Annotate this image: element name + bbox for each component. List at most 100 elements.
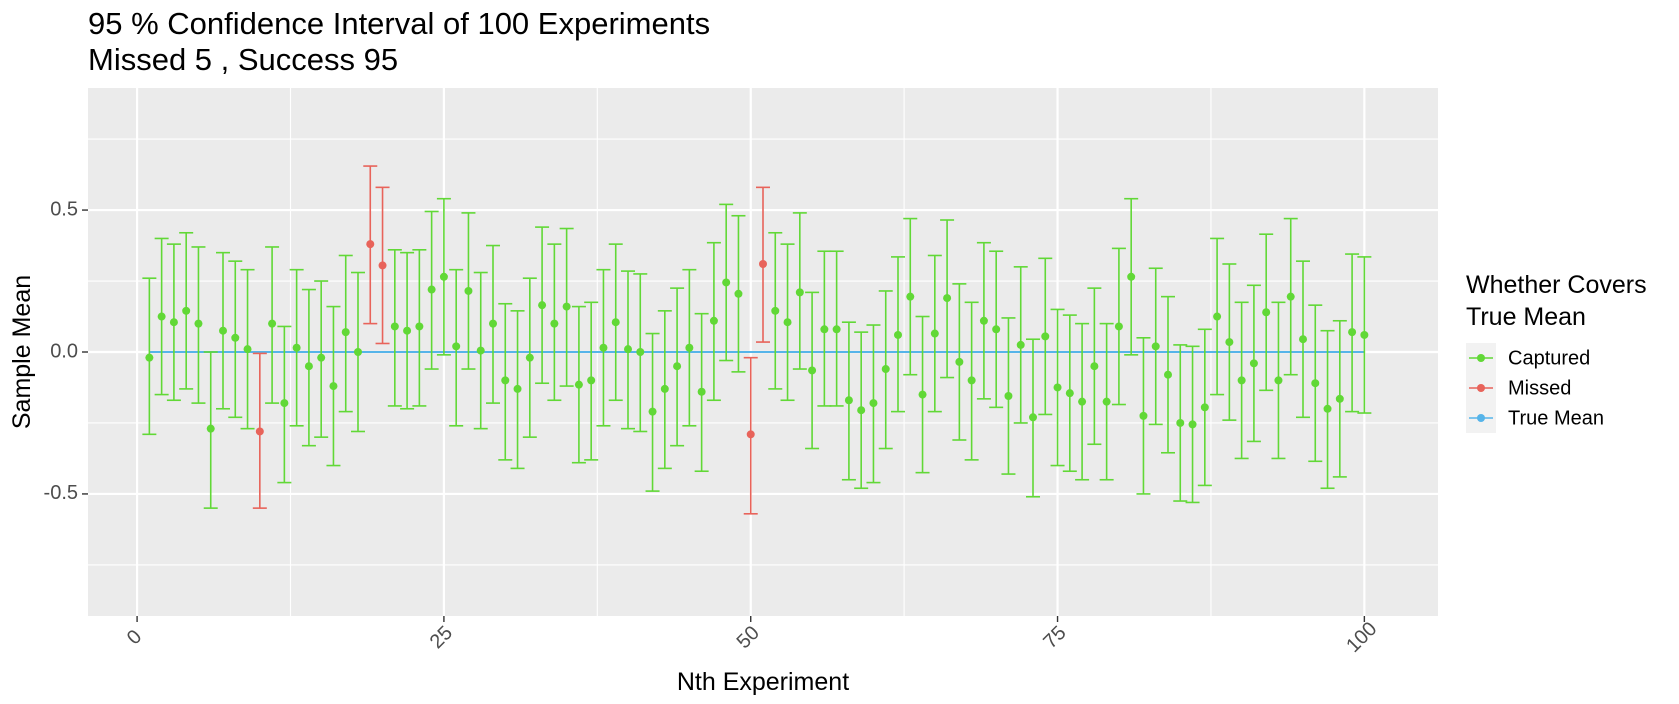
sample-mean-point-captured	[329, 382, 338, 391]
sample-mean-point-captured	[697, 387, 706, 396]
sample-mean-point-captured	[403, 326, 412, 335]
sample-mean-point-captured	[857, 406, 866, 415]
sample-mean-point-captured	[231, 333, 240, 342]
sample-mean-point-captured	[722, 278, 731, 287]
sample-mean-point-captured	[894, 330, 902, 339]
sample-mean-point-captured	[624, 345, 632, 354]
sample-mean-point-captured	[415, 322, 424, 331]
x-tick-label: 0	[123, 626, 146, 649]
sample-mean-point-captured	[194, 319, 203, 328]
sample-mean-point-missed	[255, 427, 264, 436]
legend-item: Missed	[1466, 373, 1571, 403]
sample-mean-point-captured	[955, 357, 964, 366]
sample-mean-point-captured	[157, 312, 166, 321]
sample-mean-point-captured	[1078, 397, 1087, 406]
sample-mean-point-captured	[1114, 322, 1123, 331]
y-tick-label: 0.5	[50, 198, 78, 220]
sample-mean-point-captured	[979, 316, 988, 325]
sample-mean-point-captured	[636, 348, 645, 356]
sample-mean-point-captured	[354, 348, 362, 356]
sample-mean-point-captured	[476, 346, 485, 355]
legend-item: Captured	[1466, 343, 1590, 373]
sample-mean-point-captured	[709, 316, 718, 325]
sample-mean-point-captured	[1323, 404, 1332, 413]
sample-mean-point-captured	[341, 328, 350, 337]
sample-mean-point-captured	[464, 286, 473, 295]
sample-mean-point-captured	[501, 376, 510, 385]
sample-mean-point-captured	[1151, 342, 1160, 351]
sample-mean-points	[145, 240, 1369, 439]
y-tick-label: -0.5	[44, 482, 78, 504]
sample-mean-point-captured	[219, 326, 227, 335]
sample-mean-point-captured	[1090, 362, 1099, 371]
sample-mean-point-captured	[783, 318, 792, 327]
sample-mean-point-captured	[918, 390, 927, 399]
sample-mean-point-captured	[1188, 420, 1197, 429]
sample-mean-point-captured	[268, 319, 277, 328]
legend-key-point	[1477, 384, 1485, 392]
legend-label: Missed	[1508, 377, 1571, 399]
sample-mean-point-captured	[1200, 403, 1209, 412]
sample-mean-point-captured	[169, 318, 178, 327]
sample-mean-point-captured	[587, 376, 596, 385]
sample-mean-point-captured	[1274, 376, 1283, 385]
sample-mean-point-missed	[366, 240, 375, 249]
sample-mean-point-captured	[844, 396, 853, 405]
sample-mean-point-captured	[1016, 340, 1025, 349]
sample-mean-point-captured	[304, 362, 313, 371]
sample-mean-point-captured	[525, 353, 534, 362]
sample-mean-point-captured	[673, 362, 682, 371]
sample-mean-point-captured	[243, 345, 252, 354]
x-tick-label: 100	[1342, 618, 1381, 657]
y-axis-title: Sample Mean	[8, 275, 36, 429]
sample-mean-point-captured	[1029, 413, 1037, 422]
sample-mean-point-missed	[746, 430, 755, 439]
sample-mean-point-captured	[795, 288, 804, 297]
sample-mean-point-captured	[820, 325, 829, 334]
sample-mean-point-captured	[808, 366, 817, 375]
sample-mean-point-captured	[439, 272, 448, 281]
chart-title: 95 % Confidence Interval of 100 Experime…	[88, 6, 710, 41]
sample-mean-point-captured	[599, 343, 608, 352]
sample-mean-point-captured	[1360, 330, 1369, 339]
sample-mean-point-captured	[574, 380, 583, 389]
sample-mean-point-captured	[1065, 389, 1074, 398]
sample-mean-point-captured	[832, 325, 841, 334]
sample-mean-point-captured	[292, 343, 301, 352]
sample-mean-point-captured	[660, 384, 669, 393]
sample-mean-point-captured	[182, 306, 191, 315]
sample-mean-point-captured	[611, 318, 620, 327]
sample-mean-point-captured	[1286, 292, 1295, 301]
sample-mean-point-captured	[513, 384, 522, 393]
legend-key-point	[1477, 414, 1485, 422]
legend-label: Captured	[1508, 347, 1590, 369]
sample-mean-point-captured	[1176, 418, 1185, 427]
sample-mean-point-captured	[881, 365, 890, 374]
sample-mean-point-captured	[771, 306, 780, 315]
x-tick-label: 50	[733, 622, 764, 653]
chart-subtitle: Missed 5 , Success 95	[88, 42, 398, 77]
sample-mean-point-captured	[1225, 338, 1234, 347]
legend-item: True Mean	[1466, 403, 1604, 433]
sample-mean-point-captured	[1299, 335, 1307, 344]
x-axis-title: Nth Experiment	[677, 668, 849, 696]
sample-mean-point-captured	[562, 302, 571, 311]
sample-mean-point-captured	[280, 399, 289, 408]
x-tick-label: 75	[1039, 622, 1070, 653]
legend-title-line-1: Whether Covers	[1466, 271, 1647, 299]
sample-mean-point-captured	[1348, 328, 1357, 337]
sample-mean-point-captured	[685, 343, 694, 352]
sample-mean-point-captured	[1311, 379, 1320, 388]
sample-mean-point-captured	[648, 407, 657, 416]
legend: Whether Covers True Mean Captured Missed T…	[1466, 271, 1647, 433]
sample-mean-point-captured	[1139, 411, 1148, 420]
sample-mean-point-captured	[734, 289, 743, 298]
legend-label: True Mean	[1508, 407, 1604, 429]
sample-mean-point-missed	[378, 261, 387, 270]
sample-mean-point-captured	[1041, 332, 1050, 341]
y-tick-label: 0.0	[50, 340, 78, 362]
legend-items: Captured Missed True Mean	[1466, 343, 1604, 433]
sample-mean-point-captured	[1249, 359, 1258, 368]
sample-mean-point-captured	[906, 292, 915, 301]
